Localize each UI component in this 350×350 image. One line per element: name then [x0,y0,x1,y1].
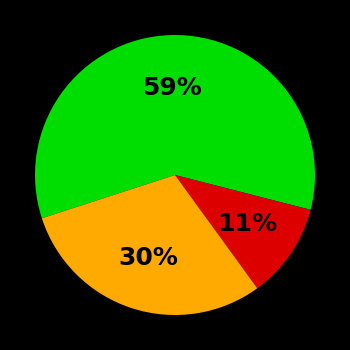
Wedge shape [42,175,257,315]
Text: 59%: 59% [142,76,202,100]
Wedge shape [175,175,310,288]
Text: 11%: 11% [217,212,277,236]
Wedge shape [35,35,315,218]
Text: 30%: 30% [118,246,178,270]
